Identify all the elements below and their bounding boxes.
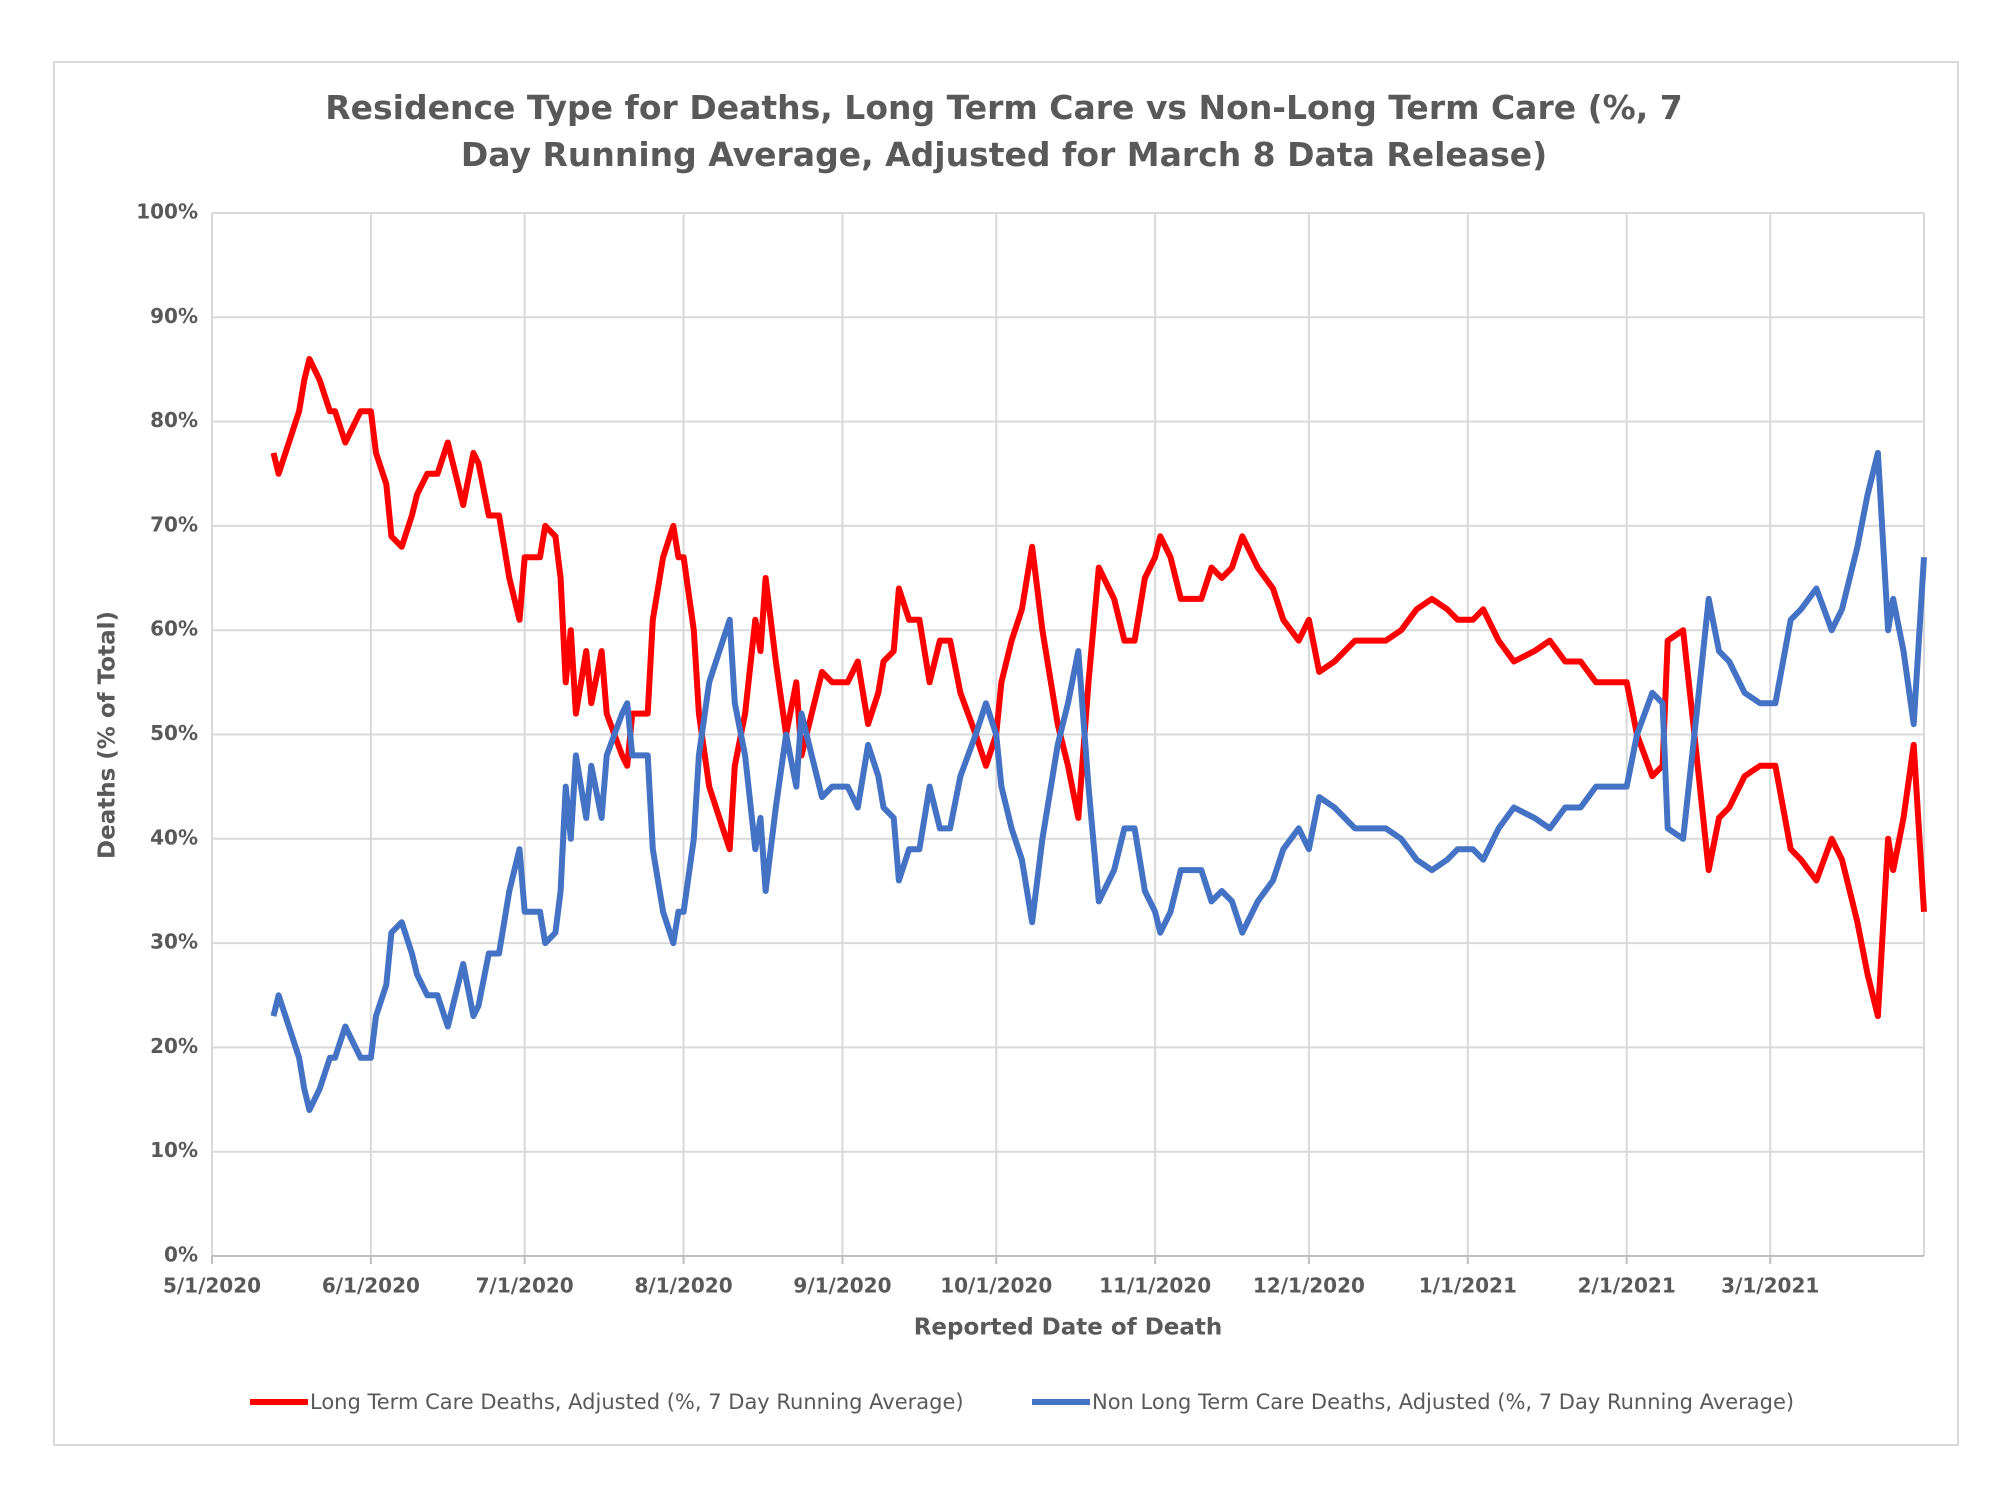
y-tick-label: 60% <box>150 617 198 641</box>
chart-title: Residence Type for Deaths, Long Term Car… <box>325 88 1682 174</box>
series-line <box>270 449 1927 1113</box>
x-tick-label: 8/1/2020 <box>635 1274 733 1298</box>
x-tick-label: 7/1/2020 <box>476 1274 574 1298</box>
y-tick-label: 80% <box>150 408 198 432</box>
legend-label: Long Term Care Deaths, Adjusted (%, 7 Da… <box>310 1390 964 1414</box>
y-tick-label: 40% <box>150 825 198 849</box>
x-tick-label: 2/1/2021 <box>1578 1274 1676 1298</box>
x-axis-title: Reported Date of Death <box>914 1315 1223 1341</box>
legend-label: Non Long Term Care Deaths, Adjusted (%, … <box>1092 1390 1794 1414</box>
x-tick-label: 5/1/2020 <box>163 1274 261 1298</box>
y-tick-label: 20% <box>150 1034 198 1058</box>
y-tick-label: 70% <box>150 512 198 536</box>
x-tick-label: 3/1/2021 <box>1721 1274 1819 1298</box>
y-axis-title: Deaths (% of Total) <box>95 611 121 859</box>
y-tick-label: 0% <box>164 1243 198 1267</box>
y-tick-label: 50% <box>150 721 198 745</box>
x-tick-label: 11/1/2020 <box>1099 1274 1211 1298</box>
y-tick-label: 90% <box>150 304 198 328</box>
x-tick-label: 10/1/2020 <box>940 1274 1052 1298</box>
x-tick-label: 1/1/2021 <box>1419 1274 1517 1298</box>
y-tick-label: 100% <box>136 200 198 224</box>
x-tick-label: 6/1/2020 <box>322 1274 420 1298</box>
x-tick-label: 12/1/2020 <box>1253 1274 1365 1298</box>
y-tick-label: 30% <box>150 930 198 954</box>
x-tick-label: 9/1/2020 <box>793 1274 891 1298</box>
series-line <box>270 356 1927 1020</box>
y-tick-label: 10% <box>150 1138 198 1162</box>
chart-border <box>53 61 1959 1446</box>
